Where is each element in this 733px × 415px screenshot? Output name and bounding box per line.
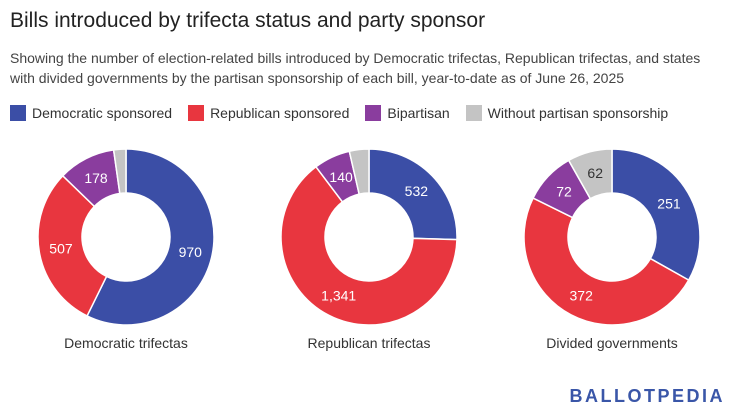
legend-label-nonpartisan: Without partisan sponsorship (487, 105, 669, 121)
legend-swatch-nonpartisan (465, 105, 482, 121)
chart-subtitle: Showing the number of election-related b… (10, 50, 701, 86)
legend-item-democratic: Democratic sponsored (10, 105, 172, 121)
slice-democratic (368, 148, 458, 241)
donut-2: 251 372 72 62 Divided governments (523, 148, 701, 351)
slice-democratic (86, 148, 215, 326)
data-label-republican: 507 (49, 240, 73, 256)
slice-republican (37, 174, 108, 317)
legend-swatch-democratic (10, 105, 26, 121)
slice-nonpartisan (348, 148, 370, 196)
data-label-democratic: 251 (657, 196, 681, 212)
chart-label: Democratic trifectas (64, 335, 188, 351)
legend-label-bipartisan: Bipartisan (387, 105, 450, 121)
chart-title: Bills introduced by trifecta status and … (10, 9, 486, 32)
slice-nonpartisan (112, 148, 127, 195)
donut-0: 970 507 178 Democratic trifectas (37, 148, 215, 351)
slice-republican (523, 197, 690, 326)
donut-1: 532 1,341 140 Republican trifectas (280, 148, 458, 351)
chart-label: Divided governments (546, 335, 678, 351)
slice-republican (280, 165, 458, 326)
ballotpedia-logo: BALLOTPEDIA (569, 386, 725, 406)
legend-item-nonpartisan: Without partisan sponsorship (465, 105, 669, 121)
legend-item-bipartisan: Bipartisan (365, 105, 450, 121)
legend: Democratic sponsored Republican sponsore… (10, 105, 668, 121)
data-label-bipartisan: 178 (84, 170, 108, 186)
legend-label-republican: Republican sponsored (210, 105, 350, 121)
data-label-bipartisan: 140 (329, 169, 353, 185)
legend-item-republican: Republican sponsored (188, 105, 349, 121)
legend-label-democratic: Democratic sponsored (32, 105, 173, 121)
data-label-republican: 372 (570, 287, 594, 303)
chart-label: Republican trifectas (308, 335, 431, 351)
data-label-republican: 1,341 (321, 288, 356, 304)
data-label-bipartisan: 72 (556, 184, 572, 200)
legend-swatch-bipartisan (365, 105, 382, 121)
slice-nonpartisan (567, 148, 613, 200)
data-label-democratic: 532 (405, 183, 429, 199)
slice-democratic (611, 148, 701, 282)
legend-swatch-republican (188, 105, 205, 121)
data-label-nonpartisan: 62 (587, 165, 603, 181)
data-label-democratic: 970 (179, 244, 203, 260)
